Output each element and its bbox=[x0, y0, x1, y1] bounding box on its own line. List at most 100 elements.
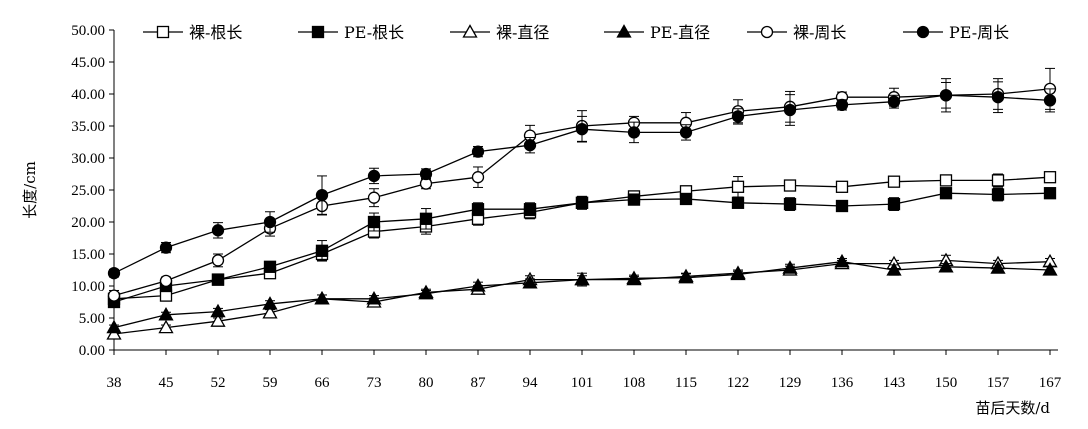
x-tick-label: 94 bbox=[523, 375, 539, 391]
data-point bbox=[470, 278, 486, 292]
data-point bbox=[939, 174, 953, 187]
data-point bbox=[523, 139, 537, 152]
y-tick-label: 35.00 bbox=[71, 119, 105, 135]
data-point bbox=[679, 126, 693, 139]
y-tick-label: 25.00 bbox=[71, 183, 105, 199]
data-point bbox=[1042, 262, 1058, 276]
legend-label: 裸-周长 bbox=[793, 23, 846, 42]
x-tick-label: 80 bbox=[419, 375, 434, 391]
x-tick-label: 108 bbox=[623, 375, 646, 391]
data-point bbox=[627, 193, 641, 206]
data-point bbox=[991, 188, 1005, 201]
y-tick-label: 45.00 bbox=[71, 55, 105, 71]
legend-marker bbox=[462, 24, 478, 38]
data-point bbox=[158, 319, 174, 334]
data-point bbox=[991, 91, 1005, 104]
data-point bbox=[367, 169, 381, 183]
legend-item-2: PE-根长 bbox=[298, 23, 404, 42]
legend-label: PE-直径 bbox=[650, 23, 710, 42]
data-point bbox=[471, 145, 485, 158]
x-tick-label: 52 bbox=[211, 375, 226, 391]
legend: 裸-根长 PE-根长 裸-直径 PE-直径 裸-周长 PE-周长 bbox=[143, 23, 1009, 42]
data-point bbox=[366, 290, 382, 305]
data-point bbox=[834, 253, 850, 268]
legend-item-3: 裸-直径 bbox=[450, 23, 549, 42]
data-point bbox=[783, 197, 797, 211]
y-tick-label: 30.00 bbox=[71, 151, 105, 167]
x-tick-label: 87 bbox=[471, 375, 487, 391]
data-point bbox=[678, 269, 694, 284]
data-point bbox=[106, 319, 122, 334]
data-point bbox=[263, 260, 277, 273]
data-point bbox=[211, 254, 225, 267]
x-tick-label: 101 bbox=[571, 375, 594, 391]
legend-item-6: PE-周长 bbox=[903, 23, 1009, 42]
x-tick-label: 150 bbox=[935, 375, 958, 391]
data-point bbox=[887, 197, 901, 211]
legend-item-5: 裸-周长 bbox=[747, 23, 846, 42]
data-point bbox=[939, 187, 953, 200]
legend-item-4: PE-直径 bbox=[604, 23, 710, 42]
y-axis-title: 长度/cm bbox=[21, 161, 39, 219]
legend-label: PE-周长 bbox=[949, 23, 1009, 42]
data-point bbox=[107, 267, 121, 280]
data-point bbox=[419, 212, 433, 225]
series-5 bbox=[107, 67, 1057, 302]
data-point bbox=[627, 126, 641, 139]
data-point bbox=[211, 273, 225, 286]
y-tick-label: 20.00 bbox=[71, 215, 105, 231]
y-tick-label: 5.00 bbox=[79, 311, 105, 327]
x-tick-label: 136 bbox=[831, 375, 854, 391]
x-tick-label: 167 bbox=[1039, 375, 1062, 391]
x-tick-label: 115 bbox=[675, 375, 697, 391]
data-point bbox=[1043, 187, 1057, 200]
series-6 bbox=[107, 81, 1057, 280]
x-tick-label: 45 bbox=[159, 375, 174, 391]
data-point bbox=[679, 192, 693, 206]
data-point bbox=[731, 196, 745, 209]
data-point bbox=[263, 215, 277, 229]
data-point bbox=[887, 175, 901, 188]
data-point bbox=[210, 313, 226, 327]
x-axis-title: 苗后天数/d bbox=[975, 399, 1050, 417]
x-tick-label: 73 bbox=[367, 375, 382, 391]
y-tick-label: 40.00 bbox=[71, 87, 105, 103]
series-2 bbox=[107, 187, 1057, 309]
data-point bbox=[731, 180, 745, 193]
data-point bbox=[262, 296, 278, 310]
y-tick-label: 15.00 bbox=[71, 247, 105, 263]
data-point bbox=[939, 89, 953, 102]
data-point bbox=[575, 123, 589, 136]
x-axis: 38 45 52 59 66 73 80 87 94 101 108 115 122 129 136 143 1… bbox=[107, 349, 1062, 391]
x-tick-label: 122 bbox=[727, 375, 750, 391]
legend-label: PE-根长 bbox=[344, 23, 404, 42]
data-point bbox=[418, 285, 434, 300]
x-tick-label: 66 bbox=[315, 375, 331, 391]
data-point bbox=[159, 274, 173, 288]
data-point bbox=[107, 289, 121, 302]
data-point bbox=[886, 262, 902, 276]
legend-label: 裸-根长 bbox=[189, 23, 242, 42]
y-tick-label: 50.00 bbox=[71, 23, 105, 39]
legend-marker bbox=[916, 25, 930, 39]
plot-area bbox=[106, 67, 1058, 340]
series-3 bbox=[106, 252, 1058, 340]
data-point bbox=[314, 290, 330, 305]
series-4 bbox=[106, 253, 1058, 334]
data-point bbox=[991, 174, 1005, 187]
data-point bbox=[887, 95, 901, 108]
legend-marker bbox=[616, 24, 632, 38]
data-point bbox=[574, 271, 590, 286]
data-point bbox=[835, 98, 849, 112]
data-point bbox=[522, 274, 538, 289]
data-point bbox=[367, 215, 381, 229]
data-point bbox=[990, 260, 1006, 274]
y-tick-label: 10.00 bbox=[71, 279, 105, 295]
x-tick-label: 129 bbox=[779, 375, 802, 391]
x-tick-label: 157 bbox=[987, 375, 1010, 391]
data-point bbox=[938, 258, 954, 273]
series-line bbox=[113, 259, 1051, 335]
data-point bbox=[367, 191, 381, 204]
data-point bbox=[211, 224, 225, 237]
